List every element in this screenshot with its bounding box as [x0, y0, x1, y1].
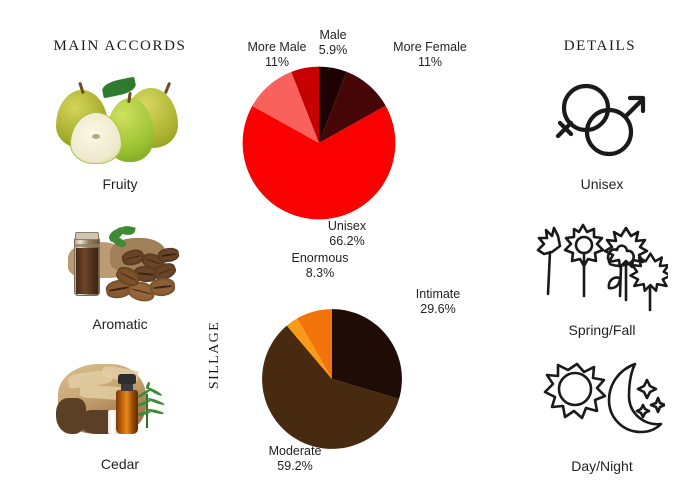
sillage-label-intimate-name: Intimate: [415, 287, 461, 301]
gender-label-male-pct: 5.9%: [318, 43, 348, 58]
gender-label-more-female-name: More Female: [393, 40, 467, 54]
wood-log-oil-bottle-image: [50, 348, 190, 448]
gender-label-unisex: Unisex 66.2%: [309, 219, 385, 250]
pie-slice-strong: [286, 318, 332, 379]
detail-item-daynight: Day/Night: [518, 358, 686, 474]
main-accords-header: MAIN ACCORDS: [53, 38, 187, 54]
pie-slice-enormous: [297, 309, 332, 379]
flower-leaf-season-icon: [518, 222, 686, 316]
pie-slice-more-female: [319, 71, 386, 143]
sillage-label-moderate-pct: 59.2%: [277, 459, 313, 474]
detail-item-unisex: Unisex: [518, 76, 686, 192]
gender-label-more-male: More Male 11%: [232, 40, 322, 71]
sillage-label-intimate-pct: 29.6%: [420, 302, 456, 317]
accord-label-fruity: Fruity: [102, 176, 138, 192]
gender-label-more-female-pct: 11%: [417, 55, 443, 70]
gender-pie-chart: [236, 60, 402, 231]
detail-label-daynight: Day/Night: [571, 458, 633, 474]
detail-label-season: Spring/Fall: [568, 322, 636, 338]
sillage-pie-chart: [256, 303, 408, 460]
gender-label-more-male-pct: 11%: [264, 55, 290, 70]
pie-slice-more-male: [252, 71, 319, 143]
pie-slice-male: [291, 66, 319, 143]
sillage-label-intimate: Intimate 29.6%: [398, 287, 478, 318]
accord-item-aromatic: Aromatic: [35, 208, 205, 332]
sillage-axis-caption: SILLAGE: [207, 320, 222, 390]
sillage-label-enormous-name: Enormous: [291, 251, 349, 265]
gender-label-unisex-name: Unisex: [327, 219, 367, 233]
spices-coffee-beans-image: [50, 208, 190, 308]
sillage-label-enormous: Enormous 8.3%: [277, 251, 363, 282]
pie-slice-female: [319, 66, 347, 143]
gender-label-male: Male 5.9%: [303, 28, 363, 59]
accord-item-cedar: Cedar: [35, 348, 205, 472]
sillage-pie-svg: [262, 309, 402, 449]
pie-slice-intimate: [332, 309, 402, 399]
sillage-label-moderate-name: Moderate: [268, 444, 322, 458]
gender-pie-svg: [242, 66, 396, 220]
sillage-label-enormous-pct: 8.3%: [305, 266, 335, 281]
pie-slice-moderate: [262, 325, 400, 449]
pie-slice-unisex: [242, 105, 396, 220]
accord-label-cedar: Cedar: [100, 456, 140, 472]
detail-label-unisex: Unisex: [580, 176, 624, 192]
sillage-label-moderate: Moderate 59.2%: [250, 444, 340, 475]
gender-label-more-male-name: More Male: [247, 40, 307, 54]
detail-item-season: Spring/Fall: [518, 222, 686, 338]
unisex-gender-symbol-icon: [518, 76, 686, 170]
accord-item-fruity: Fruity: [35, 68, 205, 192]
gender-label-unisex-pct: 66.2%: [329, 234, 365, 249]
accord-label-aromatic: Aromatic: [92, 316, 148, 332]
details-header: DETAILS: [563, 38, 637, 54]
gender-label-male-name: Male: [319, 28, 347, 42]
sun-moon-icon: [518, 358, 686, 452]
pears-image: [50, 68, 190, 168]
gender-label-more-female: More Female 11%: [378, 40, 482, 71]
